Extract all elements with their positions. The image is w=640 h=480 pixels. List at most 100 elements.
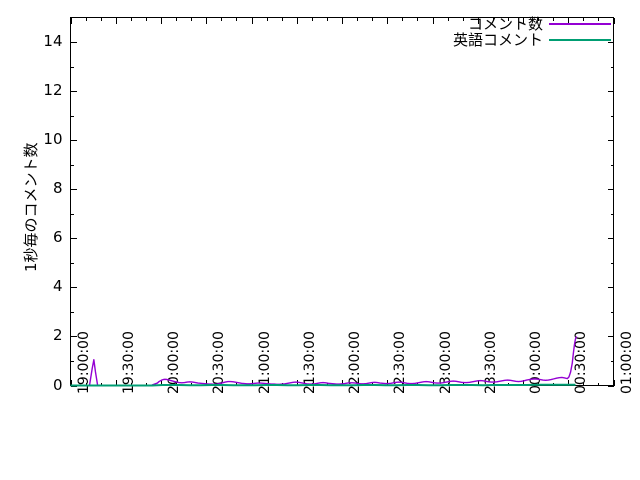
y-tick-minor bbox=[70, 214, 74, 215]
y-tick-major bbox=[70, 336, 77, 337]
y-tick-minor bbox=[70, 361, 74, 362]
x-tick-minor bbox=[402, 382, 403, 386]
y-tick-major bbox=[70, 189, 77, 190]
y-tick-major-right bbox=[607, 336, 614, 337]
x-tick-minor bbox=[372, 382, 373, 386]
x-tick-major-top bbox=[433, 17, 434, 24]
x-tick-minor-top bbox=[583, 17, 584, 21]
legend-entry-english-comment: 英語コメント bbox=[441, 32, 611, 48]
y-tick-label: 8 bbox=[52, 179, 63, 198]
x-tick-minor-top bbox=[176, 17, 177, 21]
x-tick-minor-top bbox=[417, 17, 418, 21]
x-tick-minor bbox=[463, 382, 464, 386]
y-tick-minor bbox=[70, 116, 74, 117]
x-tick-major-top bbox=[161, 17, 162, 24]
series-line-comment-count bbox=[70, 336, 578, 387]
x-tick-major bbox=[71, 379, 72, 386]
y-tick-label: 4 bbox=[52, 277, 63, 296]
y-tick-label: 14 bbox=[43, 32, 63, 51]
legend-label-comment-count: コメント数 bbox=[467, 15, 543, 33]
x-tick-minor-top bbox=[146, 17, 147, 21]
y-tick-major bbox=[70, 42, 77, 43]
y-tick-minor-right bbox=[610, 312, 614, 313]
y-tick-major bbox=[70, 91, 77, 92]
y-tick-label: 10 bbox=[43, 130, 63, 149]
y-tick-minor-right bbox=[610, 116, 614, 117]
x-tick-major bbox=[206, 379, 207, 386]
x-tick-major-top bbox=[478, 17, 479, 24]
x-tick-minor-top bbox=[493, 17, 494, 21]
x-tick-minor bbox=[191, 382, 192, 386]
x-tick-minor-top bbox=[191, 17, 192, 21]
y-tick-minor-right bbox=[610, 263, 614, 264]
x-tick-major bbox=[252, 379, 253, 386]
y-tick-major bbox=[70, 238, 77, 239]
y-tick-major-right bbox=[607, 287, 614, 288]
x-tick-minor bbox=[221, 382, 222, 386]
y-tick-major-right bbox=[607, 238, 614, 239]
x-tick-major bbox=[387, 379, 388, 386]
x-tick-minor-top bbox=[101, 17, 102, 21]
x-tick-minor bbox=[448, 382, 449, 386]
x-tick-major bbox=[116, 379, 117, 386]
y-tick-label: 0 bbox=[52, 375, 63, 394]
legend-label-english-comment: 英語コメント bbox=[452, 31, 543, 49]
x-tick-major bbox=[161, 379, 162, 386]
x-tick-minor-top bbox=[267, 17, 268, 21]
x-tick-minor-top bbox=[538, 17, 539, 21]
y-tick-major bbox=[70, 140, 77, 141]
x-tick-major-top bbox=[342, 17, 343, 24]
x-tick-major-top bbox=[71, 17, 72, 24]
y-tick-major-right bbox=[607, 91, 614, 92]
y-tick-major-right bbox=[607, 386, 614, 387]
x-tick-minor bbox=[101, 382, 102, 386]
x-tick-minor bbox=[327, 382, 328, 386]
x-tick-minor bbox=[146, 382, 147, 386]
x-tick-minor bbox=[598, 382, 599, 386]
x-tick-minor-top bbox=[282, 17, 283, 21]
x-tick-minor bbox=[131, 382, 132, 386]
x-tick-major-top bbox=[252, 17, 253, 24]
y-tick-label: 2 bbox=[52, 326, 63, 345]
x-tick-minor bbox=[86, 382, 87, 386]
x-tick-minor-top bbox=[131, 17, 132, 21]
y-tick-label: 12 bbox=[43, 81, 63, 100]
x-tick-minor-top bbox=[402, 17, 403, 21]
x-tick-minor-top bbox=[463, 17, 464, 21]
y-tick-minor bbox=[70, 165, 74, 166]
x-tick-minor-top bbox=[448, 17, 449, 21]
x-tick-major-top bbox=[523, 17, 524, 24]
y-tick-minor-right bbox=[610, 165, 614, 166]
y-tick-major bbox=[70, 287, 77, 288]
x-tick-major-top bbox=[568, 17, 569, 24]
x-tick-major bbox=[568, 379, 569, 386]
x-tick-minor bbox=[508, 382, 509, 386]
y-tick-minor-right bbox=[610, 67, 614, 68]
y-tick-major-right bbox=[607, 140, 614, 141]
x-tick-minor-top bbox=[508, 17, 509, 21]
x-tick-major-top bbox=[614, 17, 615, 24]
x-tick-major-top bbox=[297, 17, 298, 24]
x-tick-minor-top bbox=[236, 17, 237, 21]
y-tick-minor-right bbox=[610, 214, 614, 215]
x-tick-minor-top bbox=[598, 17, 599, 21]
x-tick-minor-top bbox=[327, 17, 328, 21]
legend-swatch-comment-count bbox=[549, 23, 611, 25]
legend-swatch-english-comment bbox=[549, 39, 611, 41]
x-tick-minor-top bbox=[553, 17, 554, 21]
x-tick-minor bbox=[417, 382, 418, 386]
series-line-english-comment bbox=[70, 383, 576, 387]
x-tick-major bbox=[523, 379, 524, 386]
legend-entry-comment-count: コメント数 bbox=[441, 16, 611, 32]
x-tick-minor-top bbox=[372, 17, 373, 21]
x-tick-minor bbox=[176, 382, 177, 386]
y-tick-minor-right bbox=[610, 361, 614, 362]
x-tick-major-top bbox=[116, 17, 117, 24]
x-tick-major-top bbox=[206, 17, 207, 24]
x-tick-major-top bbox=[387, 17, 388, 24]
x-tick-major bbox=[342, 379, 343, 386]
y-tick-major-right bbox=[607, 42, 614, 43]
y-tick-minor bbox=[70, 263, 74, 264]
